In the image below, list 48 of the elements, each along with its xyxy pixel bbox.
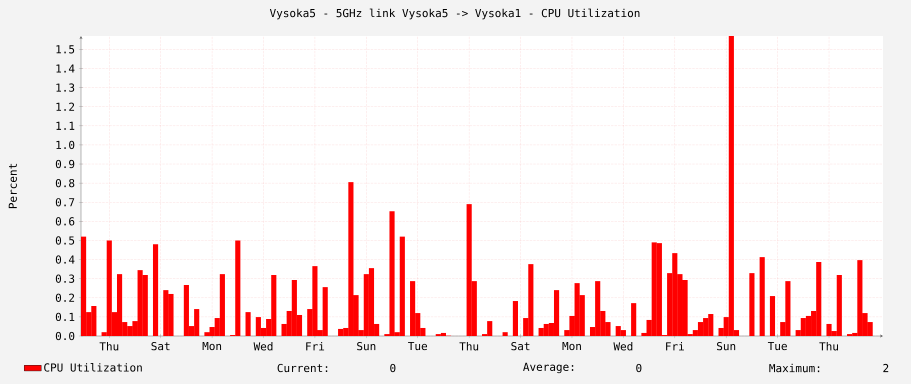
text: 2 bbox=[883, 364, 888, 372]
bar bbox=[512, 301, 518, 336]
x-tick-label: Fri bbox=[306, 342, 324, 350]
x-tick-label: Mon bbox=[562, 342, 581, 350]
bar bbox=[760, 257, 765, 336]
y-tick-label: 0.9 bbox=[56, 160, 74, 168]
x-tick-label: Sat bbox=[152, 342, 170, 350]
x-tick-label: Thu bbox=[100, 342, 118, 351]
x-tick-label: Sat bbox=[511, 342, 530, 350]
x-tick-label: Thu bbox=[459, 342, 478, 351]
bar bbox=[502, 332, 508, 336]
bar bbox=[152, 244, 158, 336]
text: Current: bbox=[278, 364, 328, 372]
y-tick-label: 0.1 bbox=[56, 312, 74, 322]
x-tick-label: Sun bbox=[357, 342, 376, 350]
x-tick-label: Tue bbox=[408, 342, 428, 350]
chart-title: Vysoka5 - 5GHz link Vysoka5 -> Vysoka1 - CPU Utilization bbox=[270, 8, 640, 20]
bar bbox=[749, 273, 754, 336]
y-tick-label: 0.0 bbox=[56, 332, 74, 340]
y-tick-label: 1.3 bbox=[56, 83, 74, 92]
y-tick-label: 0.6 bbox=[56, 217, 74, 226]
text: Average: bbox=[523, 362, 574, 374]
y-tick-label: 0.3 bbox=[56, 274, 74, 283]
text: 0 bbox=[636, 364, 642, 372]
y-tick-label: 0.4 bbox=[56, 255, 74, 264]
legend-label: CPU Utilization bbox=[44, 363, 142, 372]
y-tick-label: 1.2 bbox=[56, 102, 74, 111]
bar bbox=[770, 296, 776, 336]
text: Maximum: bbox=[769, 364, 820, 372]
x-tick-label: Tue bbox=[768, 342, 787, 350]
x-tick-label: Thu bbox=[819, 342, 838, 351]
y-tick-label: 1.0 bbox=[56, 140, 74, 150]
bar bbox=[631, 303, 636, 336]
y-tick-label: 1.5 bbox=[56, 45, 74, 54]
bar bbox=[246, 312, 251, 336]
y-tick-label: 0.8 bbox=[56, 178, 74, 188]
x-tick-label: Mon bbox=[202, 342, 222, 350]
text: 0 bbox=[390, 364, 396, 372]
x-tick-label: Fri bbox=[666, 342, 684, 350]
y-tick-label: 0.2 bbox=[56, 294, 74, 302]
y-tick-label: 0.5 bbox=[56, 236, 74, 245]
x-tick-label: Wed bbox=[613, 342, 632, 351]
x-tick-label: Wed bbox=[254, 342, 272, 351]
x-tick-label: Sun bbox=[717, 342, 736, 350]
y-tick-label: 0.7 bbox=[56, 198, 74, 206]
y-axis-title: Percent bbox=[8, 164, 17, 208]
y-tick-label: 1.4 bbox=[56, 64, 74, 72]
y-tick-label: 1.1 bbox=[56, 122, 74, 130]
